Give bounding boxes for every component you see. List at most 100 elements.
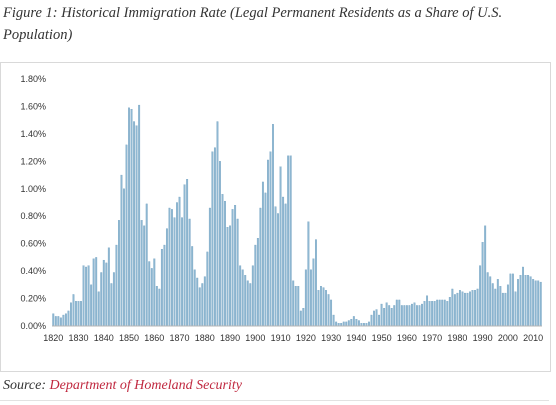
bar [64, 313, 67, 327]
bar [102, 259, 105, 327]
bar [446, 301, 449, 327]
bar [471, 290, 474, 327]
x-tick-label: 1870 [170, 333, 190, 343]
chart-frame: 0.00% 0.20% 0.40% 0.60% 0.80% 1.00% 1.20% 1.40%… [0, 62, 551, 372]
bar [539, 281, 542, 327]
bar [292, 280, 295, 327]
x-tick-label: 1970 [422, 333, 442, 343]
bar [213, 147, 216, 327]
bar [370, 314, 373, 327]
bar [143, 225, 146, 327]
bar [309, 269, 312, 327]
bar [426, 295, 429, 327]
bar [249, 283, 252, 327]
source-line: Source: Department of Homeland Security [3, 378, 242, 394]
bar [421, 303, 423, 327]
bar [410, 303, 413, 327]
bar [148, 261, 151, 327]
bar [201, 283, 204, 327]
bar [451, 288, 454, 327]
y-tick-label: 0.20% [20, 294, 46, 304]
x-tick-label: 1930 [321, 333, 341, 343]
x-tick-label: 1910 [271, 333, 291, 343]
bar [297, 286, 300, 327]
y-tick-label: 1.60% [20, 101, 46, 111]
bar [428, 301, 431, 327]
bar [413, 302, 416, 327]
bar [153, 258, 156, 327]
bar [532, 279, 535, 327]
bar [299, 310, 302, 327]
bar [158, 288, 161, 327]
bar [59, 317, 62, 327]
bar [443, 299, 446, 327]
bar [512, 273, 514, 327]
bar [335, 321, 338, 327]
source-link[interactable]: Department of Homeland Security [49, 378, 242, 393]
bar [484, 225, 487, 327]
bar [67, 310, 70, 327]
bar [522, 266, 524, 327]
bar [453, 294, 456, 327]
bar [368, 321, 370, 327]
bar [125, 144, 128, 327]
bar [168, 207, 171, 327]
bar [57, 316, 60, 327]
bar [110, 283, 113, 327]
figure-title: Figure 1: Historical Immigration Rate (L… [3, 5, 503, 43]
y-tick-label: 0.00% [20, 321, 46, 331]
bar [357, 320, 360, 327]
x-tick-label: 1960 [397, 333, 417, 343]
bar [499, 286, 502, 327]
bar [173, 217, 176, 327]
bar [118, 220, 120, 327]
bar [388, 305, 391, 327]
x-tick-label: 1850 [119, 333, 139, 343]
x-tick-label: 1860 [144, 333, 164, 343]
y-tick-label: 0.80% [20, 211, 46, 221]
bar [171, 209, 173, 327]
bar [90, 284, 93, 327]
bar [226, 227, 229, 327]
x-axis: 1820 1830 1840 1850 1860 1870 1880 1890 1900 1910… [43, 333, 543, 343]
bar [244, 275, 247, 327]
bar [489, 276, 492, 327]
bar [408, 305, 411, 327]
bar [54, 316, 57, 327]
x-tick-label: 1820 [43, 333, 63, 343]
x-tick-label: 1900 [245, 333, 265, 343]
bar [277, 213, 279, 327]
bar [261, 181, 264, 327]
bar [398, 299, 401, 327]
bar [375, 309, 378, 327]
bottom-divider [0, 400, 549, 401]
bar [105, 262, 108, 327]
bar [315, 239, 317, 327]
bar [534, 280, 537, 327]
bar [352, 316, 355, 327]
bar [77, 301, 80, 327]
bar [130, 109, 133, 327]
bar [274, 206, 277, 327]
bar [95, 257, 98, 327]
bar [135, 125, 138, 327]
bar [282, 196, 285, 327]
bar [160, 249, 163, 327]
bar [325, 290, 327, 327]
bar [188, 218, 191, 327]
bar [481, 242, 484, 327]
bar [181, 217, 184, 327]
bar [62, 314, 65, 327]
bar [216, 121, 219, 327]
bar [236, 218, 239, 327]
bar [97, 291, 100, 327]
bar [219, 161, 221, 327]
y-tick-label: 1.40% [20, 129, 46, 139]
bar [322, 287, 325, 327]
bar [506, 284, 509, 327]
bar [403, 305, 406, 327]
bar [138, 104, 141, 327]
bar [269, 151, 272, 327]
bar [302, 308, 305, 327]
bar [320, 286, 322, 327]
